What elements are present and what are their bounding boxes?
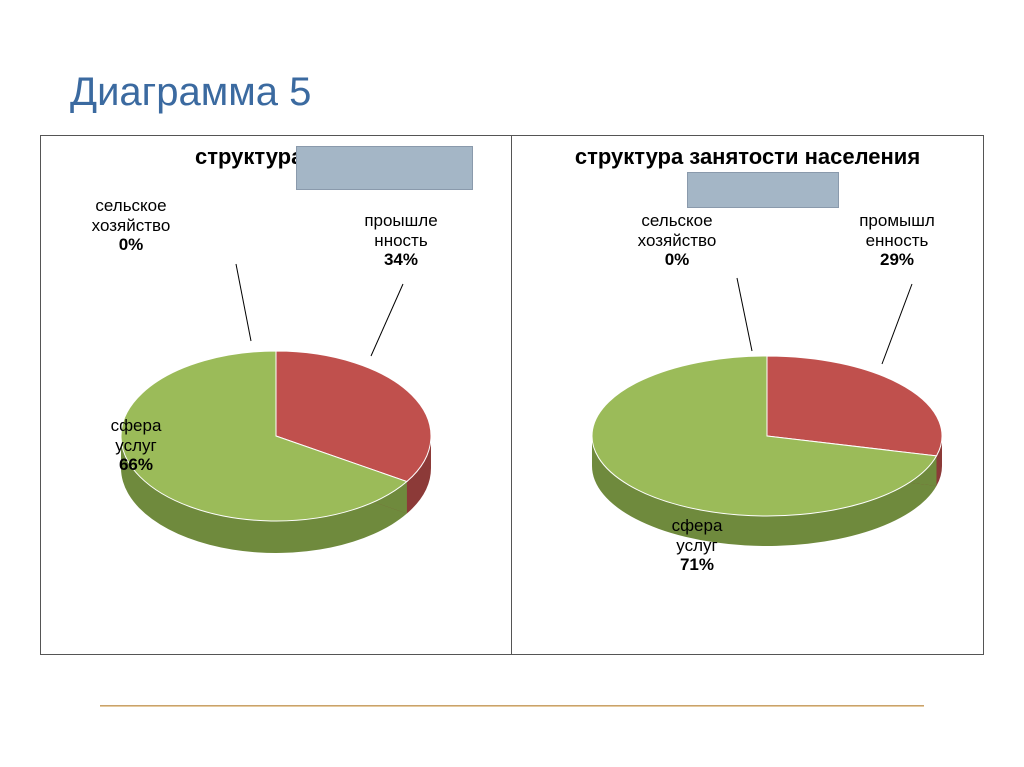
panel-employment: структура занятости населениясельскоехоз… (512, 136, 983, 654)
leader-line (236, 264, 251, 341)
page-title: Диаграмма 5 (70, 70, 984, 115)
footer-rule (100, 705, 924, 707)
slice-label: сферауслуг66% (111, 416, 162, 475)
leader-line (737, 278, 752, 351)
slice-label: промышленность29% (859, 211, 935, 270)
leader-line (371, 284, 403, 356)
panel-gdp: структура ВВПсельскоехозяйство0%проышлен… (41, 136, 512, 654)
leader-line (882, 284, 912, 364)
chart-panels: структура ВВПсельскоехозяйство0%проышлен… (40, 135, 984, 655)
slice-label: проышленность34% (364, 211, 437, 270)
slice-label: сельскоехозяйство0% (92, 196, 171, 255)
slice-label: сферауслуг71% (672, 516, 723, 575)
slice-label: сельскоехозяйство0% (638, 211, 717, 270)
slide: Диаграмма 5 структура ВВПсельскоехозяйст… (0, 0, 1024, 767)
